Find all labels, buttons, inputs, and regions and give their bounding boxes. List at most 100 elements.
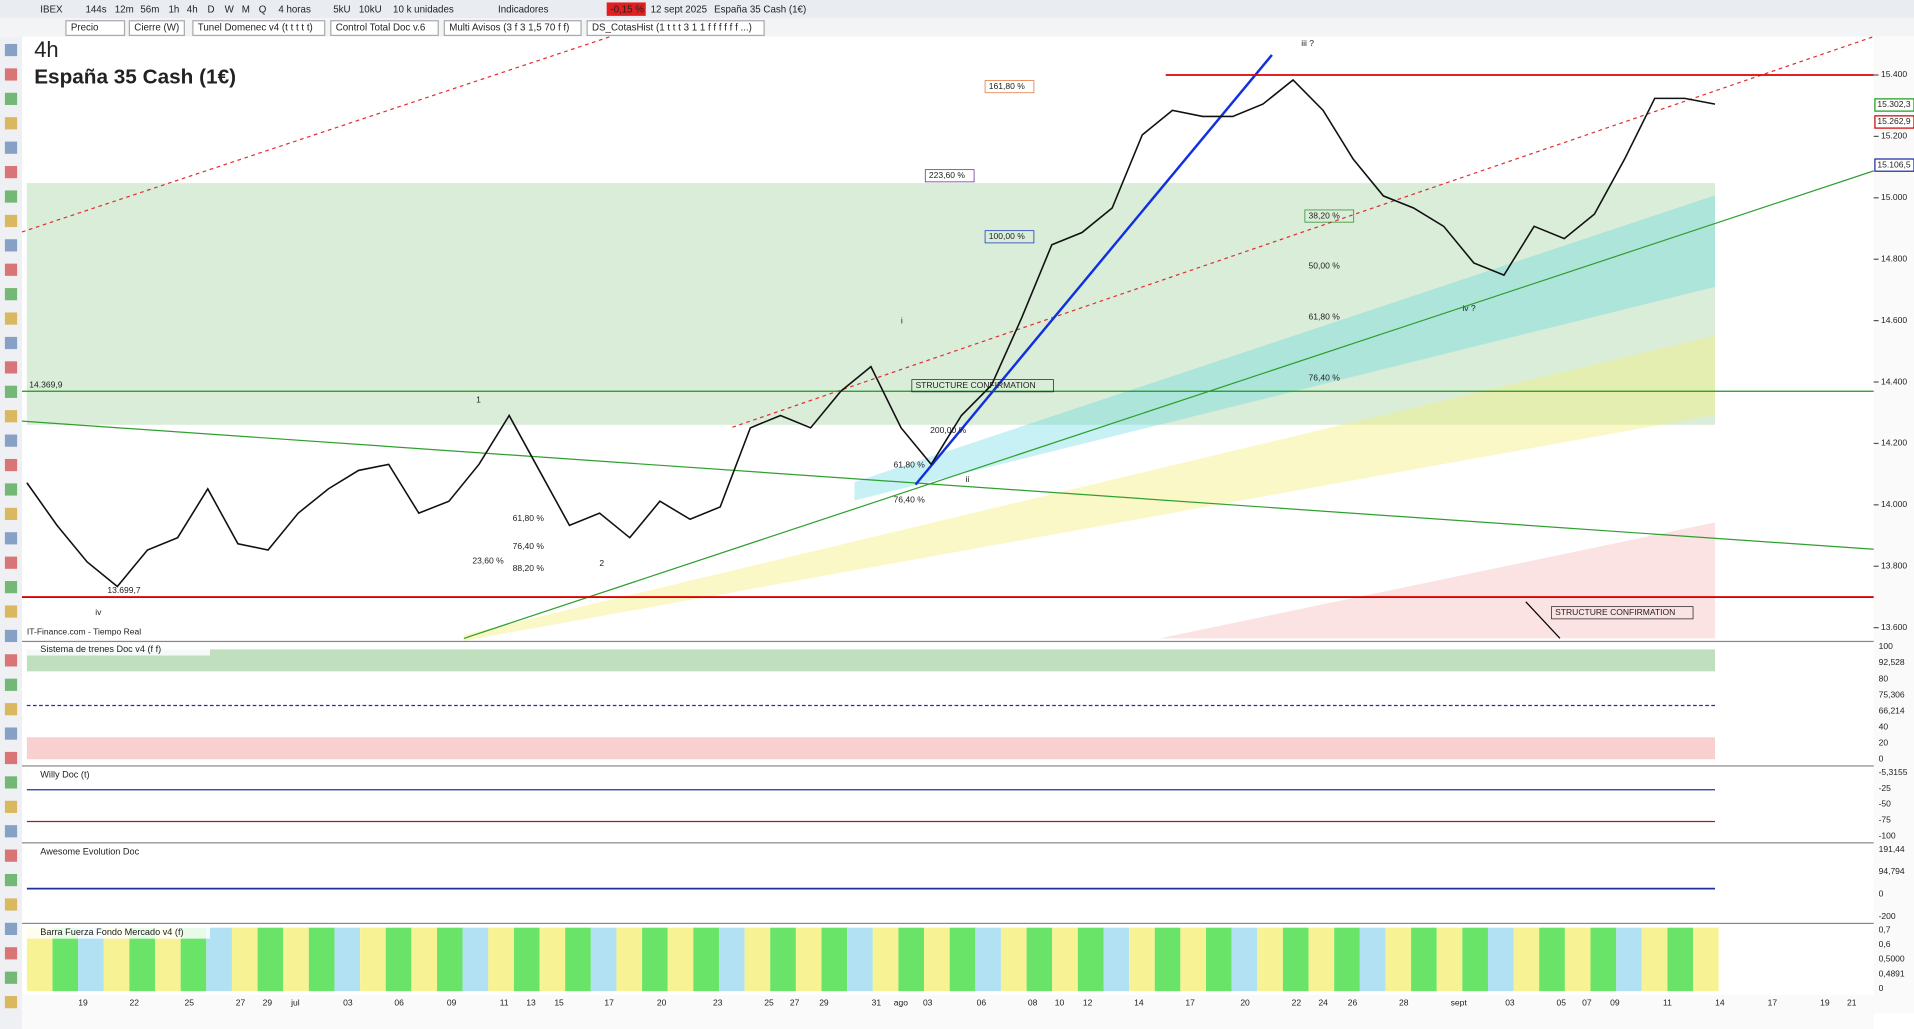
tool-icon <box>4 873 18 887</box>
tool-icon <box>4 385 18 398</box>
tool-icon <box>4 654 18 667</box>
toolbar-item[interactable]: 1h <box>168 4 179 15</box>
strength-strip <box>1180 927 1207 992</box>
toolbar-item[interactable]: W <box>225 4 235 15</box>
strength-strip <box>360 927 386 992</box>
strength-strip <box>539 927 566 992</box>
tool-icon <box>4 434 18 447</box>
strength-strip <box>718 927 745 992</box>
separator <box>21 922 1874 925</box>
x-tick-label: sept <box>1451 998 1468 1008</box>
toolbar-item[interactable]: 10kU <box>359 4 382 15</box>
x-tick-label: 27 <box>236 998 246 1008</box>
cloud <box>463 335 1716 641</box>
toolbar-item[interactable]: España 35 Cash (1€) <box>714 4 806 15</box>
panel-title: Willy Doc (t) <box>40 770 89 780</box>
x-tick-label: 15 <box>554 998 564 1008</box>
toolbar-item[interactable]: 4h <box>187 4 198 15</box>
zone <box>26 649 1716 672</box>
x-tick-label: 06 <box>394 998 404 1008</box>
tab <box>443 20 582 37</box>
strength-strip <box>1411 927 1437 992</box>
x-tick-label: 08 <box>1028 998 1038 1008</box>
panel-axis-label: 0,7 <box>1879 924 1891 934</box>
toolbar-item[interactable]: Q <box>259 4 267 15</box>
annotation: iv ? <box>1462 303 1476 313</box>
toolbar-item[interactable]: Indicadores <box>498 4 549 15</box>
tool-icon <box>4 117 18 130</box>
tool-icon <box>4 410 18 423</box>
panel-axis-label: -75 <box>1879 815 1892 825</box>
separator <box>21 842 1874 844</box>
annotation: 61,80 % <box>894 459 926 469</box>
annotation: 1 <box>476 395 481 405</box>
tool-icon <box>4 263 18 276</box>
toolbar-item[interactable]: 12m <box>115 4 134 15</box>
strength-strip <box>924 927 950 992</box>
panel-axis-label: -25 <box>1879 783 1892 793</box>
tool-icon <box>4 703 18 716</box>
tool-icon <box>4 43 18 57</box>
strength-strip <box>411 927 438 992</box>
annotation-box <box>1551 606 1694 620</box>
panel-axis-label: 0 <box>1879 889 1884 899</box>
tab-label[interactable]: DS_CotasHist (1 t t t 3 1 1 f f f f f f … <box>592 23 752 34</box>
tool-icon <box>4 800 18 813</box>
tab-label[interactable]: Control Total Doc v.6 <box>336 23 426 34</box>
strength-strip <box>1487 927 1514 992</box>
tool-icon <box>4 605 18 618</box>
toolbar-item[interactable]: 4 horas <box>278 4 311 15</box>
panel-axis-label: 75,306 <box>1879 689 1905 699</box>
tab-label[interactable]: Precio <box>71 23 99 34</box>
toolbar-item[interactable]: D <box>208 4 215 15</box>
toolbar-item[interactable]: 144s <box>85 4 106 15</box>
panel-title: Barra Fuerza Fondo Mercado v4 (f) <box>40 927 183 937</box>
annotation-box <box>984 80 1035 94</box>
tool-icon <box>4 996 18 1009</box>
tab-label[interactable]: Cierre (W) <box>134 23 179 34</box>
x-tick-label: 03 <box>1505 998 1515 1008</box>
zone <box>26 183 1716 425</box>
tool-icon <box>4 190 18 203</box>
toolbar-item[interactable]: -0,15 % <box>610 4 644 15</box>
price-tag-label: 15.302,3 <box>1877 99 1910 109</box>
panel-axis-label: 94,794 <box>1879 866 1905 876</box>
level-label: 13.699,7 <box>107 585 140 595</box>
tool-icon <box>4 68 18 81</box>
tool-icon <box>4 751 18 765</box>
strength-strip <box>1513 927 1540 992</box>
tab-label[interactable]: Multi Avisos (3 f 3 1,5 70 f f) <box>449 23 569 34</box>
annotation-box <box>924 169 975 183</box>
strength-strip <box>744 927 771 992</box>
toolbar-item[interactable]: 56m <box>140 4 159 15</box>
strength-strip <box>308 927 335 992</box>
x-tick-label: 20 <box>657 998 667 1008</box>
toolbar-item[interactable]: 5kU <box>333 4 350 15</box>
annotation: 100,00 % <box>989 231 1025 241</box>
panel-axis-label: 191,44 <box>1879 844 1905 854</box>
tool-icon <box>4 922 18 936</box>
strength-strip <box>437 927 463 992</box>
tool-icon <box>4 288 18 301</box>
tab-label[interactable]: Tunel Domenec v4 (t t t t t) <box>198 23 313 34</box>
annotation: 76,40 % <box>894 495 926 505</box>
strength-strip <box>693 927 719 992</box>
annotation: 223,60 % <box>929 170 965 180</box>
annotation: 200,00 % <box>930 425 966 435</box>
annotation: 88,20 % <box>513 563 545 573</box>
strength-strip <box>206 927 232 992</box>
toolbar-item[interactable]: IBEX <box>40 4 63 15</box>
tab <box>65 20 126 37</box>
panel-title-box <box>26 769 210 782</box>
tool-icon <box>4 336 18 350</box>
toolbar-item[interactable]: M <box>242 4 250 15</box>
x-tick-label: 07 <box>1582 998 1592 1008</box>
strength-strip <box>1641 927 1668 992</box>
toolbar-item[interactable]: 10 k unidades <box>393 4 454 15</box>
tool-icon <box>4 947 18 960</box>
x-tick-label: 23 <box>713 998 723 1008</box>
toolbar-item[interactable]: 12 sept 2025 <box>651 4 708 15</box>
x-tick-label: 20 <box>1240 998 1250 1008</box>
annotation: STRUCTURE CONFIRMATION <box>915 380 1035 390</box>
y-tick-label: 15.200 <box>1881 131 1907 141</box>
